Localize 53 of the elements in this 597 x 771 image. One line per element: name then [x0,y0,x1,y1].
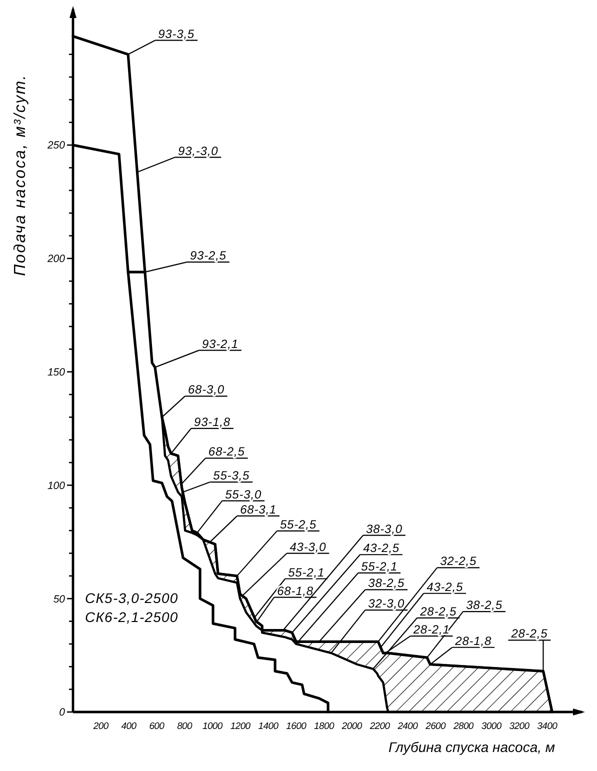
x-tick-label: 800 [177,721,194,732]
annotation: 43-2,5 [363,541,400,556]
annotation: 55-2,5 [280,517,316,532]
annotation: 93-3,5 [158,26,195,41]
annotation: 93-2,1 [202,336,238,351]
x-tick-label: 1200 [230,721,252,732]
annotation: 28-2,5 [510,626,548,641]
annotation: 55-3,0 [225,487,262,502]
annotation: 38-3,0 [366,522,402,536]
x-tick-label: 2400 [396,721,419,732]
annotation: 68-1,8 [277,584,314,598]
x-tick-label: 3000 [481,721,502,732]
annotation: 28-2,5 [419,604,457,618]
annotation: 93,-3,0 [178,144,218,158]
annotation: 68-3,1 [240,502,277,516]
x-tick-label: 2000 [340,721,363,732]
annotation: 55-2,1 [288,565,325,580]
annotation: 32-2,5 [440,554,477,568]
y-tick-label: 150 [47,366,66,379]
y-tick-label: 0 [59,706,66,719]
y-tick-label: 250 [46,140,66,152]
annotation: 32-3,0 [368,596,405,611]
x-tick-label: 2600 [424,721,447,732]
x-tick-label: 2800 [452,721,474,732]
x-tick-label: 1600 [286,721,308,732]
annotation: 68-2,5 [208,444,245,459]
annotation: 93-2,5 [190,248,226,263]
x-tick-label: 400 [121,721,138,732]
y-axis-title: Подача насоса, м³/сут. [12,74,29,276]
annotation: 28-1,8 [454,634,492,648]
annotation: 68-3,0 [188,382,224,397]
x-tick-label: 600 [149,721,166,732]
annotation: 43-3,0 [290,540,326,554]
annotation: СК5-3,0-2500 [85,590,178,606]
x-tick-label: 1000 [202,721,224,732]
y-tick-label: 50 [53,593,66,606]
annotation: 43-2,5 [426,580,464,594]
annotation: 38-2,5 [466,598,503,612]
x-tick-label: 1800 [314,721,335,732]
x-axis-title: Глубина спуска насоса, м [388,739,556,755]
x-tick-label: 3400 [537,721,558,732]
x-tick-label: 1400 [258,721,280,732]
annotation: 55-2,1 [361,559,398,574]
annotation: СК6-2,1-2500 [85,609,178,625]
x-tick-label: 200 [92,721,110,732]
x-tick-label: 2200 [368,721,391,732]
y-tick-label: 200 [46,253,66,266]
annotation: 55-3,5 [213,468,250,483]
annotation: 28-2,1 [412,622,450,637]
x-tick-label: 3200 [509,721,530,732]
y-tick-label: 100 [47,480,66,492]
annotation: 38-2,5 [368,576,405,590]
annotation: 93-1,8 [194,414,230,429]
